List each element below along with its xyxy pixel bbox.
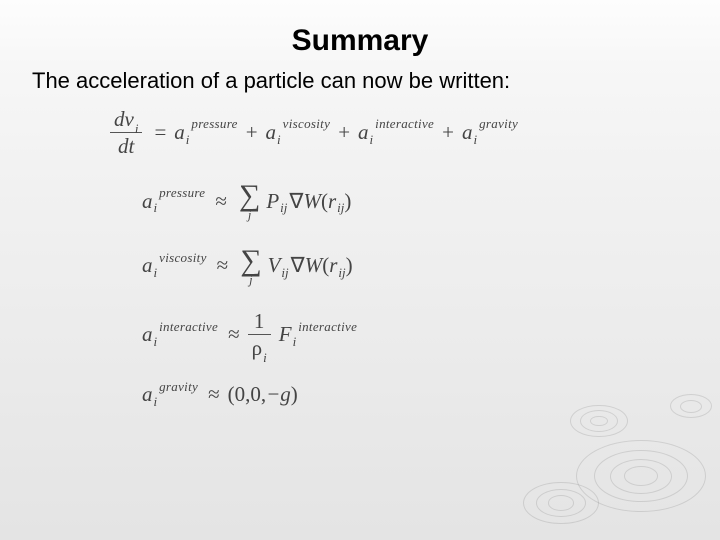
slide: Summary The acceleration of a particle c… [0, 0, 720, 540]
equations-block: dvi dt = aipressure + aiviscosity + aiin… [0, 94, 720, 406]
ripple-circle [590, 416, 608, 427]
slide-title: Summary [0, 0, 720, 58]
equation-viscosity: aiviscosity ≈ ∑ j Vij ∇ W ( rij ) [140, 246, 720, 287]
ripple-circle [523, 482, 599, 525]
ripple-circle [536, 489, 586, 517]
ripple-circle [548, 495, 574, 510]
equation-interactive: aiinteractive ≈ 1 ρi Fiinteractive [140, 310, 720, 359]
equation-gravity: aigravity ≈ (0,0,−g) [140, 383, 720, 406]
sum-icon: ∑ j [240, 246, 261, 287]
term-gravity: aigravity [462, 121, 518, 144]
equation-pressure: aipressure ≈ ∑ j Pij ∇ W ( rij ) [140, 181, 720, 222]
ripple-circle [580, 410, 618, 432]
sum-icon: ∑ j [239, 181, 260, 222]
term-pressure: aipressure [174, 121, 237, 144]
term-interactive: aiinteractive [358, 121, 434, 144]
equals-sign: = [154, 121, 166, 144]
ripple-circle [576, 440, 706, 512]
term-viscosity: aiviscosity [266, 121, 331, 144]
ripple-circle [570, 405, 628, 438]
ripple-circle [624, 466, 658, 486]
slide-subtitle: The acceleration of a particle can now b… [0, 58, 720, 94]
equation-main: dvi dt = aipressure + aiviscosity + aiin… [110, 108, 720, 157]
ripple-circle [610, 459, 672, 494]
fraction-dvdt: dvi dt [110, 108, 142, 157]
fraction-rho: 1 ρi [248, 310, 271, 359]
ripple-circle [594, 450, 688, 503]
